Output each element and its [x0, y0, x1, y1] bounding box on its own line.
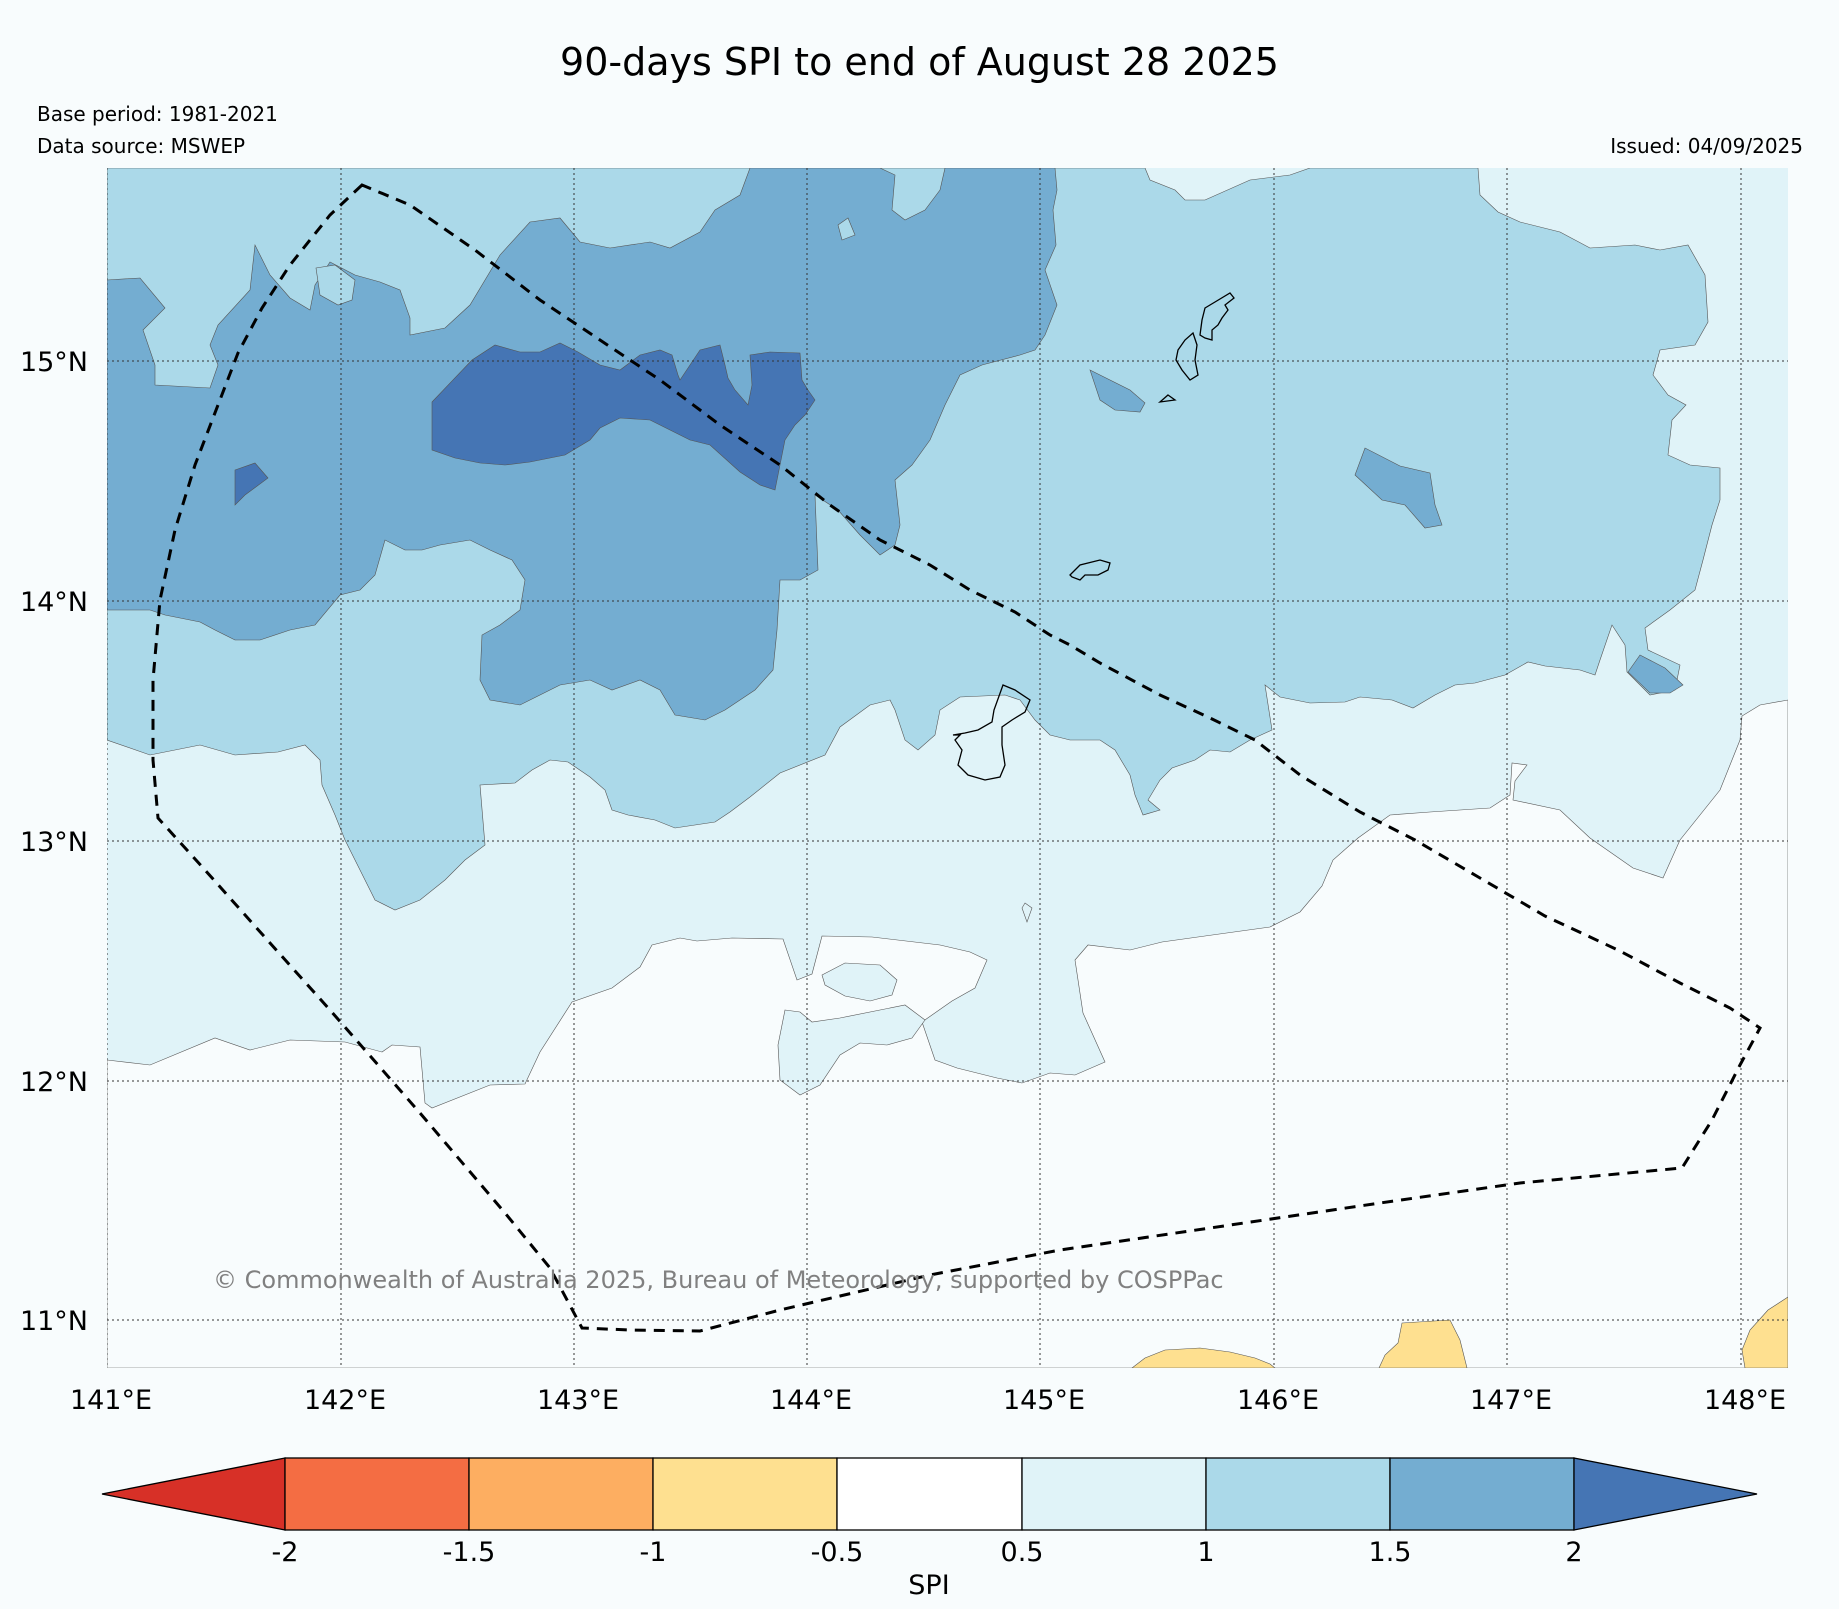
lat-label-12: 12°N [20, 1067, 88, 1098]
colorbar-tick-1.5: 1.5 [1369, 1537, 1412, 1568]
island-saipan [1175, 331, 1199, 381]
spi-island-b [777, 1004, 926, 1096]
colorbar-tick-minus-0.5: -0.5 [811, 1537, 864, 1568]
base-period-label: Base period: 1981-2021 [37, 102, 278, 126]
lat-label-13: 13°N [20, 827, 88, 858]
issued-date-label: Issued: 04/09/2025 [1610, 134, 1803, 158]
spi-island-a [821, 962, 898, 1002]
spi-patch-east-c [1627, 654, 1684, 694]
spi-band-above-2 [431, 342, 816, 491]
lon-label-144: 144°E [770, 1385, 852, 1416]
colorbar-swatch-below-minus-2 [101, 1457, 286, 1531]
colorbar-swatch-minus-2 [284, 1457, 470, 1531]
lon-label-143: 143°E [537, 1385, 619, 1416]
spi-dry-patch-c [1741, 1296, 1788, 1368]
colorbar-label: SPI [908, 1570, 949, 1601]
map-area [107, 168, 1788, 1368]
lon-label-147: 147°E [1470, 1385, 1552, 1416]
spi-dry-patch-b [1378, 1319, 1468, 1368]
lat-label-11: 11°N [20, 1306, 88, 1337]
colorbar-tick-minus-2: -2 [272, 1537, 299, 1568]
eez-boundary [151, 183, 1762, 1333]
copyright-notice: © Commonwealth of Australia 2025, Bureau… [213, 1266, 1224, 1294]
colorbar-swatch-0.5 [1021, 1457, 1207, 1531]
colorbar-swatch-minus-1.5 [468, 1457, 654, 1531]
lon-label-145: 145°E [1003, 1385, 1085, 1416]
island-northern [1199, 292, 1235, 341]
spi-hole-b [315, 264, 356, 306]
longitude-labels: 141°E 142°E 143°E 144°E 145°E 146°E 147°… [70, 1385, 1786, 1416]
island-rota [1069, 559, 1111, 581]
latitude-labels: 15°N 14°N 13°N 12°N 11°N [20, 347, 88, 1337]
spi-dry-patch-a [1131, 1347, 1276, 1368]
colorbar-swatch-1.5 [1389, 1457, 1575, 1531]
colorbar-tick-0.5: 0.5 [1001, 1537, 1044, 1568]
colorbar-swatch-minus-0.5 [836, 1457, 1023, 1531]
lat-label-14: 14°N [20, 587, 88, 618]
map-gridlines [107, 168, 1788, 1368]
data-source-label: Data source: MSWEP [37, 134, 246, 158]
island-tinian [1157, 394, 1177, 403]
map-title: 90-days SPI to end of August 28 2025 [560, 40, 1279, 84]
colorbar-tick-minus-1: -1 [640, 1537, 667, 1568]
lon-label-142: 142°E [304, 1385, 386, 1416]
colorbar-tick-1: 1 [1197, 1537, 1214, 1568]
colorbar [101, 1457, 1758, 1531]
colorbar-tick-minus-1.5: -1.5 [443, 1537, 496, 1568]
lon-label-141: 141°E [70, 1385, 152, 1416]
lon-label-148: 148°E [1704, 1385, 1786, 1416]
spi-near-normal-region [107, 699, 1788, 1368]
spi-patch-east-a [1089, 369, 1146, 413]
lon-label-146: 146°E [1237, 1385, 1319, 1416]
spi-patch-above-2-west [234, 462, 269, 506]
lat-label-15: 15°N [20, 347, 88, 378]
colorbar-swatch-minus-1 [652, 1457, 838, 1531]
spi-hole-a [837, 217, 856, 241]
colorbar-ticks: -2 -1.5 -1 -0.5 0.5 1 1.5 2 SPI [272, 1537, 1583, 1601]
colorbar-swatch-1 [1205, 1457, 1391, 1531]
colorbar-tick-2: 2 [1565, 1537, 1582, 1568]
spi-patch-east-b [1354, 447, 1443, 529]
island-coastlines [952, 292, 1235, 781]
colorbar-swatch-above-2 [1573, 1457, 1758, 1531]
spi-island-c [1021, 902, 1033, 923]
island-guam [952, 684, 1031, 781]
